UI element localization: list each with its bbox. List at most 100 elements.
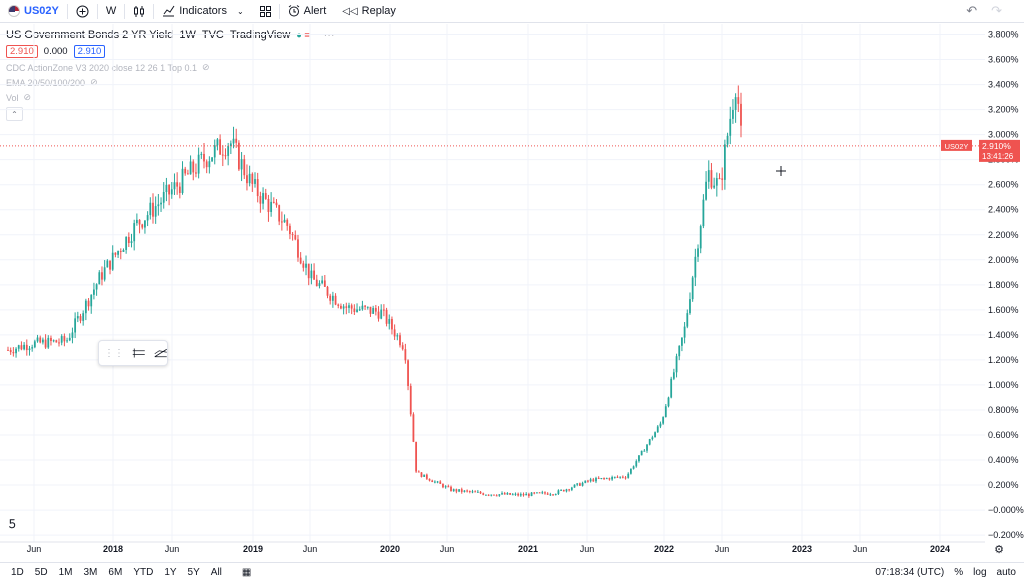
candle-body	[560, 489, 562, 491]
candle-body	[79, 316, 82, 321]
candle-body	[318, 283, 321, 287]
parallel-lines-icon[interactable]	[132, 346, 146, 360]
range-button-3m[interactable]: 3M	[83, 566, 98, 578]
candle-body	[286, 219, 289, 226]
collapse-legend-button[interactable]: ⌃	[6, 107, 23, 121]
candle-body	[439, 481, 442, 484]
candle-body	[621, 476, 624, 478]
price-axis: 3.800%3.600%3.400%3.200%3.000%2.800%2.60…	[985, 24, 1024, 562]
candle-body	[248, 173, 251, 184]
candle-body	[289, 225, 291, 235]
candle-body	[648, 439, 651, 445]
log-toggle[interactable]: log	[973, 566, 987, 578]
indicator-row-ema[interactable]: EMA 20/50/100/200 ⊘	[6, 77, 335, 88]
candle-body	[686, 313, 689, 327]
candle-body	[170, 189, 173, 195]
compare-symbol-button[interactable]	[68, 0, 97, 23]
candle-body	[589, 479, 592, 482]
candle-body	[474, 491, 477, 493]
candle-body	[114, 252, 117, 255]
range-button-all[interactable]: All	[210, 566, 222, 578]
candle-body	[450, 486, 452, 492]
candle-body	[211, 157, 213, 162]
x-tick-label: 2024	[930, 544, 950, 554]
settings-gear-icon[interactable]: ⚙	[994, 544, 1004, 556]
percent-toggle[interactable]: %	[954, 566, 964, 578]
candle-body	[707, 170, 710, 182]
symbol-tag-text: US02Y	[945, 142, 969, 151]
x-tick-label: Jun	[715, 544, 730, 554]
candle-body	[76, 316, 79, 319]
range-button-6m[interactable]: 6M	[108, 566, 123, 578]
symbol-tag	[941, 139, 972, 151]
range-button-1m[interactable]: 1M	[58, 566, 73, 578]
candle-body	[726, 135, 729, 145]
eye-hidden-icon[interactable]: ⊘	[201, 62, 210, 72]
candle-body	[149, 202, 152, 216]
y-tick-label: 1.800%	[988, 280, 1019, 290]
candle-body	[562, 489, 565, 492]
candle-body	[267, 198, 270, 212]
candle-body	[568, 489, 571, 491]
indicator-row-cdc[interactable]: CDC ActionZone V3 2020 close 12 26 1 Top…	[6, 62, 335, 73]
redo-icon[interactable]: ↷	[991, 3, 1002, 18]
candle-body	[227, 145, 230, 156]
candle-body	[315, 279, 318, 287]
auto-toggle[interactable]: auto	[996, 566, 1016, 578]
candle-body	[541, 492, 544, 494]
candle-body	[9, 350, 12, 353]
price-chart[interactable]: 3.800%3.600%3.400%3.200%3.000%2.800%2.60…	[0, 24, 1024, 562]
top-toolbar: US02Y W Indicators ⌄ Alert ◁◁ Replay ↶ ↷	[0, 0, 1024, 23]
clock-time[interactable]: 07:18:34 (UTC)	[875, 566, 945, 578]
candle-body	[47, 337, 50, 348]
eye-hidden-icon[interactable]: ⊘	[23, 92, 32, 102]
x-tick-label: 2023	[792, 544, 812, 554]
replay-button[interactable]: ◁◁ Replay	[334, 0, 404, 23]
candle-body	[243, 159, 246, 176]
drag-handle-icon[interactable]: ⋮⋮	[104, 347, 124, 359]
range-button-5d[interactable]: 5D	[34, 566, 48, 578]
alarm-clock-icon	[288, 5, 299, 17]
candle-body	[176, 182, 179, 187]
candle-body	[184, 168, 187, 174]
candle-body	[353, 308, 356, 312]
candle-body	[302, 263, 305, 268]
sell-price[interactable]: 2.910	[6, 45, 38, 58]
range-button-1d[interactable]: 1D	[11, 566, 24, 578]
candle-body	[565, 489, 568, 492]
date-range-icon[interactable]: ▦	[241, 566, 252, 578]
candle-body	[157, 204, 160, 207]
indicators-button[interactable]: Indicators ⌄	[154, 0, 251, 23]
candle-body	[434, 481, 436, 483]
layouts-button[interactable]	[252, 0, 279, 23]
candle-body	[334, 295, 337, 305]
chart-type-button[interactable]	[125, 0, 153, 23]
candle-body	[549, 494, 552, 496]
range-button-ytd[interactable]: YTD	[133, 566, 154, 578]
us-flag-icon	[8, 5, 20, 17]
indicator-row-vol[interactable]: Vol ⊘	[6, 92, 335, 103]
candle-body	[670, 378, 673, 398]
range-button-1y[interactable]: 1Y	[164, 566, 177, 578]
drawing-toolbar[interactable]: ⋮⋮	[98, 340, 168, 366]
candle-body	[240, 159, 243, 170]
interval-button[interactable]: W	[98, 0, 124, 23]
trend-lines-icon[interactable]	[154, 346, 168, 360]
candle-body	[468, 490, 471, 492]
candle-body	[44, 339, 47, 348]
candle-body	[608, 478, 611, 480]
candle-body	[417, 471, 420, 473]
symbol-search-button[interactable]: US02Y	[0, 0, 67, 23]
candle-body	[423, 474, 426, 477]
candle-body	[578, 483, 581, 486]
undo-icon[interactable]: ↶	[966, 3, 978, 18]
range-button-5y[interactable]: 5Y	[187, 566, 200, 578]
candle-body	[345, 306, 348, 308]
buy-price[interactable]: 2.910	[73, 45, 106, 58]
candle-body	[205, 161, 208, 168]
x-tick-label: Jun	[303, 544, 318, 554]
candle-body	[380, 309, 383, 319]
alert-button[interactable]: Alert	[280, 0, 335, 23]
eye-hidden-icon[interactable]: ⊘	[90, 77, 98, 87]
candle-body	[294, 235, 297, 240]
